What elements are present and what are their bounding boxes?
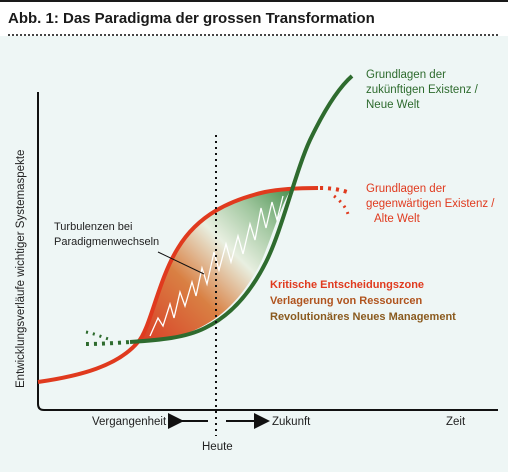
critical-zone-area bbox=[138, 188, 292, 342]
today-label: Heute bbox=[202, 441, 233, 453]
present-existence-curve-dotted-down bbox=[333, 194, 350, 215]
critical-zone-label-line-3: Revolutionäres Neues Management bbox=[270, 311, 456, 323]
turbulence-label-line-2: Paradigmenwechseln bbox=[54, 236, 159, 248]
x-axis-label: Zeit bbox=[446, 416, 466, 428]
title-bar: Abb. 1: Das Paradigma der grossen Transf… bbox=[0, 0, 508, 36]
future-basis-label-line-1: Grundlagen der bbox=[366, 69, 446, 81]
future-existence-curve-dotted-up bbox=[85, 330, 113, 342]
future-basis-label-line-3: Neue Welt bbox=[366, 99, 420, 111]
y-axis-label: Entwicklungsverläufe wichtiger Systemasp… bbox=[15, 150, 27, 388]
future-basis-label-line-2: zukünftigen Existenz / bbox=[366, 84, 479, 96]
present-basis-label-line-2: gegenwärtigen Existenz / bbox=[366, 198, 495, 210]
present-existence-curve bbox=[37, 186, 319, 384]
critical-zone-label-line-1: Kritische Entscheidungszone bbox=[270, 279, 424, 291]
axes bbox=[37, 92, 498, 411]
title-divider bbox=[8, 34, 498, 36]
future-label: Zukunft bbox=[272, 416, 311, 428]
turbulence-label-line-1: Turbulenzen bei bbox=[54, 221, 132, 233]
critical-zone-label-line-2: Verlagerung von Ressourcen bbox=[270, 295, 422, 307]
figure-title: Abb. 1: Das Paradigma der grossen Transf… bbox=[8, 10, 375, 27]
turbulence-pointer bbox=[157, 251, 205, 275]
past-label: Vergangenheit bbox=[92, 416, 167, 428]
future-existence-curve bbox=[129, 74, 354, 344]
present-existence-curve-dotted bbox=[319, 186, 351, 195]
present-basis-label-line-1: Grundlagen der bbox=[366, 183, 446, 195]
present-basis-label-line-3: Alte Welt bbox=[374, 213, 421, 225]
future-existence-curve-dotted bbox=[85, 340, 131, 346]
